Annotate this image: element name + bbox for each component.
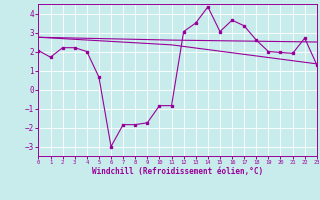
- X-axis label: Windchill (Refroidissement éolien,°C): Windchill (Refroidissement éolien,°C): [92, 167, 263, 176]
